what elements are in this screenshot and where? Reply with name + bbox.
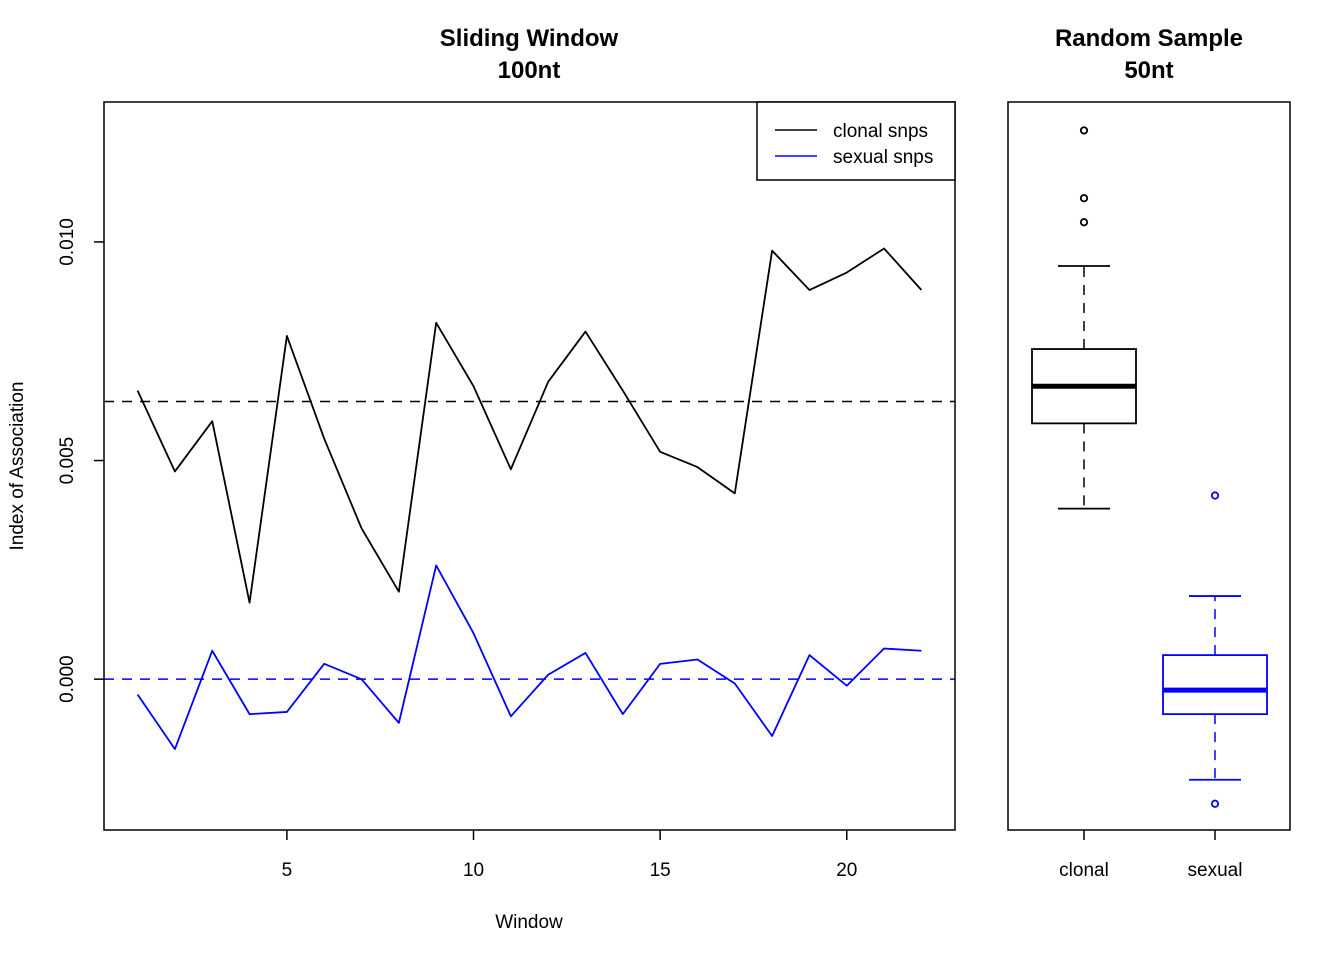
legend-label-sexual: sexual snps — [833, 147, 933, 168]
x-tick-label: 15 — [650, 860, 671, 881]
left-subtitle: 100nt — [498, 57, 561, 84]
series-line-clonal-snps — [136, 247, 923, 604]
left-plot-frame — [103, 101, 956, 831]
right-plot-frame — [1007, 101, 1291, 831]
y-axis-ticks: 0.000 0.005 0.010 — [57, 218, 104, 703]
random-sample-panel: Random Sample 50nt clonal sexual — [1007, 25, 1291, 881]
x-tick-label: 20 — [836, 860, 857, 881]
y-tick-label: 0.005 — [57, 437, 78, 485]
x-axis-label: Window — [495, 912, 563, 933]
y-tick-label: 0.000 — [57, 655, 78, 703]
legend-box — [756, 101, 956, 181]
outlier-point — [1079, 126, 1089, 135]
legend: clonal snps sexual snps — [756, 101, 956, 181]
y-axis-label: Index of Association — [7, 382, 28, 551]
series-line-sexual-snps — [136, 564, 922, 751]
x-axis-ticks: 5 10 15 20 — [282, 830, 857, 881]
x-tick-label: 10 — [463, 860, 484, 881]
left-plot-area — [104, 247, 955, 751]
interquartile-box — [1162, 654, 1268, 716]
right-plot-area — [1031, 126, 1268, 808]
legend-label-clonal: clonal snps — [833, 121, 928, 142]
outlier-point — [1079, 194, 1089, 203]
right-subtitle: 50nt — [1124, 57, 1173, 84]
category-label-clonal: clonal — [1059, 860, 1109, 881]
x-tick-label: 5 — [282, 860, 293, 881]
y-tick-label: 0.010 — [57, 218, 78, 266]
category-label-sexual: sexual — [1188, 860, 1243, 881]
sliding-window-panel: Sliding Window 100nt Window Index of Ass… — [7, 25, 956, 933]
left-title: Sliding Window — [440, 25, 619, 52]
boxplot-sexual — [1162, 491, 1268, 808]
box-category-ticks: clonal sexual — [1059, 830, 1242, 881]
outlier-point — [1210, 799, 1220, 808]
outlier-point — [1079, 218, 1089, 227]
right-title: Random Sample — [1055, 25, 1243, 52]
outlier-point — [1210, 491, 1220, 500]
boxplot-clonal — [1031, 126, 1137, 510]
